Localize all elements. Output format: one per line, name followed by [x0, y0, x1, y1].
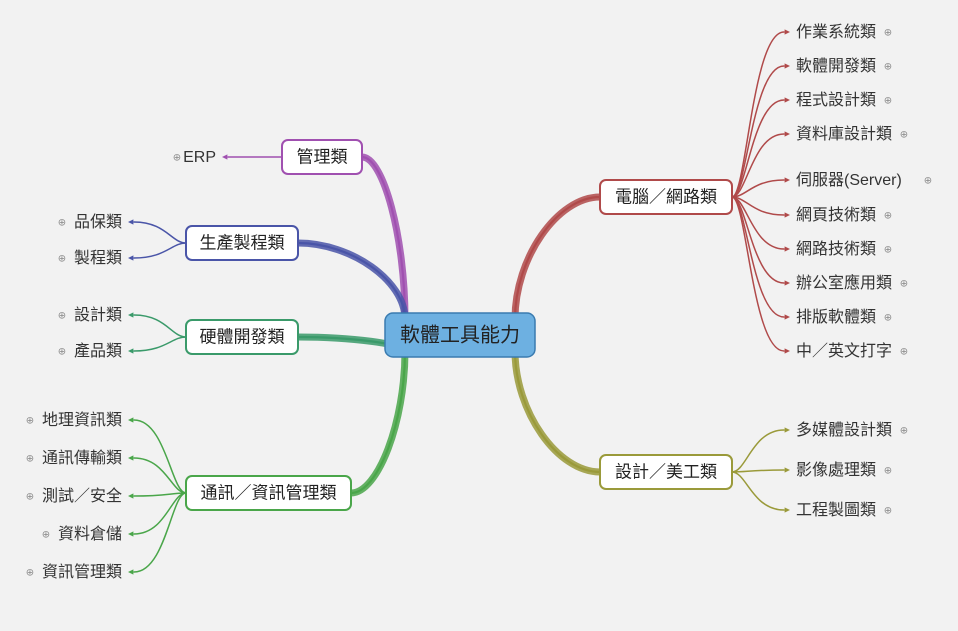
mindmap-canvas: 軟體工具能力 電腦／網路類設計／美工類 管理類生產製程類硬體開發類通訊／資訊管理類 作…	[0, 0, 958, 631]
leaf-label[interactable]: 作業系統類	[796, 23, 876, 41]
expand-icon[interactable]: ⊕	[884, 211, 892, 222]
leaf-label[interactable]: 軟體開發類	[796, 57, 876, 75]
expand-icon[interactable]: ⊕	[42, 530, 50, 541]
expand-icon[interactable]: ⊕	[884, 62, 892, 73]
leaf-label[interactable]: 網路技術類	[796, 240, 876, 258]
leaf-label[interactable]: 多媒體設計類	[796, 421, 892, 439]
expand-icon[interactable]: ⊕	[924, 176, 932, 187]
leaf-label[interactable]: 辦公室應用類	[796, 273, 892, 292]
leaf-label[interactable]: 測試／安全	[42, 487, 122, 505]
expand-icon[interactable]: ⊕	[58, 218, 66, 229]
branch-label-design-art: 設計／美工類	[615, 462, 717, 481]
expand-icon[interactable]: ⊕	[884, 466, 892, 477]
expand-icon[interactable]: ⊕	[58, 311, 66, 322]
leaf-label[interactable]: 程式設計類	[796, 91, 876, 109]
expand-icon[interactable]: ⊕	[900, 130, 908, 141]
leaf-label[interactable]: 資訊管理類	[42, 563, 122, 581]
expand-icon[interactable]: ⊕	[884, 245, 892, 256]
leaf-label[interactable]: 通訊傳輸類	[42, 449, 122, 467]
expand-icon[interactable]: ⊕	[26, 416, 34, 427]
expand-icon[interactable]: ⊕	[26, 568, 34, 579]
expand-icon[interactable]: ⊕	[26, 492, 34, 503]
leaf-label[interactable]: 製程類	[74, 249, 122, 267]
branch-label-hardware: 硬體開發類	[200, 327, 285, 346]
expand-icon[interactable]: ⊕	[58, 254, 66, 265]
leaf-label[interactable]: 品保類	[74, 213, 122, 231]
branch-label-computer-network: 電腦／網路類	[615, 187, 717, 206]
leaf-label[interactable]: 資料倉儲	[58, 525, 122, 543]
leaf-label[interactable]: 資料庫設計類	[796, 125, 892, 143]
leaf-label[interactable]: 中／英文打字	[796, 342, 892, 360]
branch-label-production: 生產製程類	[200, 233, 285, 252]
leaf-label[interactable]: 伺服器(Server)	[796, 171, 902, 189]
branch-label-management: 管理類	[297, 147, 348, 166]
expand-icon[interactable]: ⊕	[173, 153, 181, 164]
expand-icon[interactable]: ⊕	[900, 279, 908, 290]
expand-icon[interactable]: ⊕	[26, 454, 34, 465]
leaf-label[interactable]: 地理資訊類	[42, 411, 122, 429]
branch-label-comm-info: 通訊／資訊管理類	[201, 483, 337, 502]
leaf-label[interactable]: 設計類	[74, 306, 122, 324]
expand-icon[interactable]: ⊕	[58, 347, 66, 358]
leaf-label[interactable]: 網頁技術類	[796, 206, 876, 224]
expand-icon[interactable]: ⊕	[900, 426, 908, 437]
expand-icon[interactable]: ⊕	[884, 28, 892, 39]
leaf-label[interactable]: 排版軟體類	[796, 308, 876, 326]
leaf-label[interactable]: 影像處理類	[796, 461, 876, 479]
leaf-label[interactable]: ERP	[183, 149, 216, 166]
expand-icon[interactable]: ⊕	[884, 506, 892, 517]
expand-icon[interactable]: ⊕	[900, 347, 908, 358]
root-label: 軟體工具能力	[400, 323, 520, 346]
expand-icon[interactable]: ⊕	[884, 96, 892, 107]
expand-icon[interactable]: ⊕	[884, 313, 892, 324]
leaf-label[interactable]: 產品類	[74, 342, 122, 360]
leaf-label[interactable]: 工程製圖類	[796, 501, 876, 519]
